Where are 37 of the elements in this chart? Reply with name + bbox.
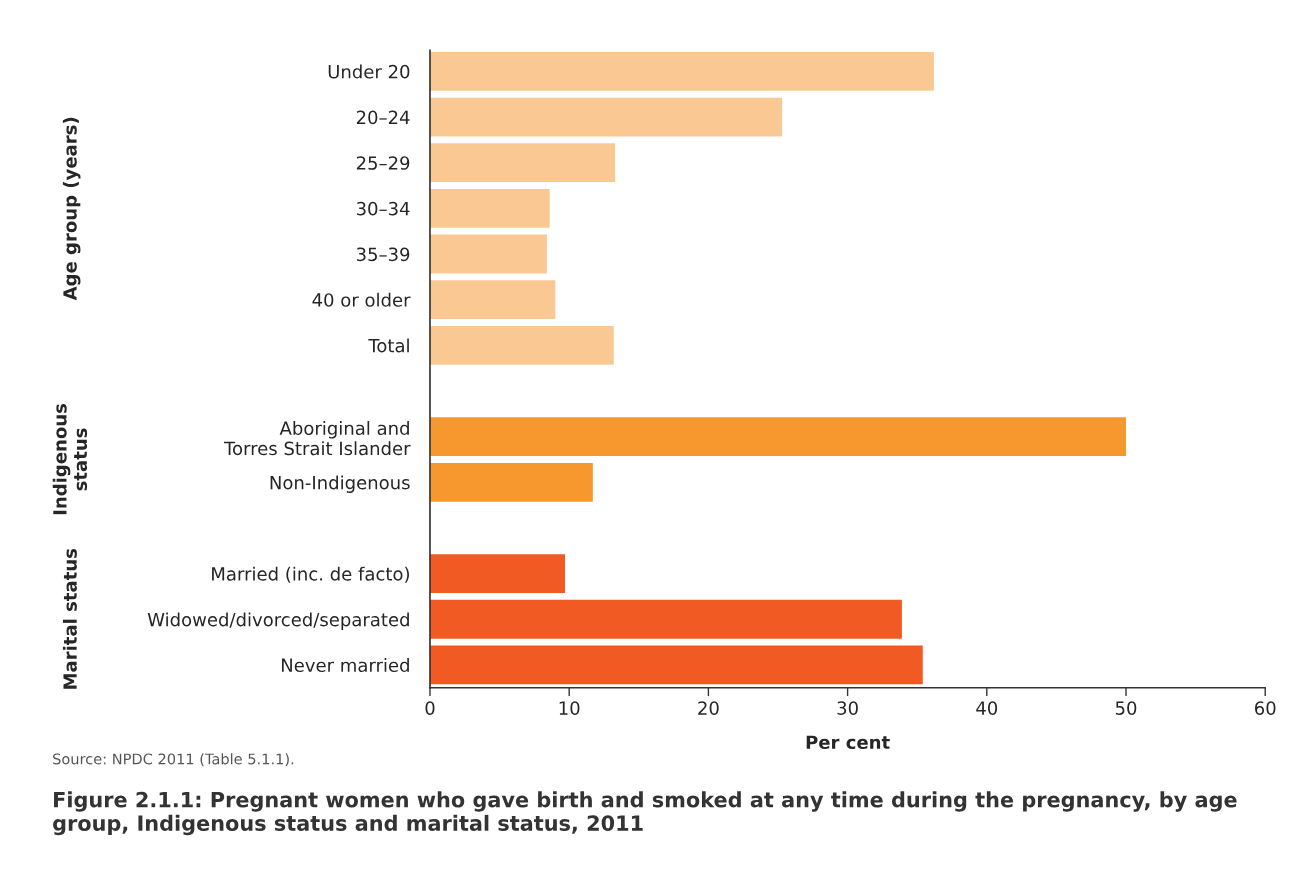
x-tick-label: 40 xyxy=(976,701,998,715)
x-tick-label: 60 xyxy=(1254,701,1276,715)
y-tick-label: Non-Indigenous xyxy=(270,475,410,493)
text: Indigenous status xyxy=(52,403,88,515)
y-tick-label: Married (inc. de facto) xyxy=(212,566,409,583)
text: Age group (years) xyxy=(62,117,81,301)
bar xyxy=(429,188,550,228)
bar xyxy=(429,143,616,183)
bar xyxy=(429,599,902,639)
bar xyxy=(429,645,923,685)
bar xyxy=(429,325,614,365)
y-tick-label: Aboriginal and Torres Strait Islander xyxy=(224,421,411,456)
y-tick-label: 40 or older xyxy=(312,292,411,307)
y-tick-label: 25–29 xyxy=(356,156,410,170)
bar xyxy=(429,417,1127,457)
x-tick-label: 10 xyxy=(559,701,580,715)
y-tick-label: Never married xyxy=(281,658,409,673)
source-note: Source: NPDC 2011 (Table 5.1.1). xyxy=(53,753,294,767)
text: Figure 2.1.1: Pregnant women who gave birth and smoked at any time during the pregnancy, by age group, Indigenous status and marital status, 2011 xyxy=(53,791,1237,836)
y-tick-label: 30–34 xyxy=(356,201,410,216)
y-tick-label: Under 20 xyxy=(328,64,410,79)
x-tick-label: 20 xyxy=(698,701,719,715)
y-tick-label: Total xyxy=(368,338,409,353)
x-tick-label: 50 xyxy=(1115,701,1137,715)
x-axis-title: Per cent xyxy=(806,735,890,750)
bar xyxy=(429,554,566,594)
bar xyxy=(429,280,556,320)
bar xyxy=(429,234,547,274)
y-tick-label: Widowed/divorced/separated xyxy=(147,612,409,630)
y-tick-label: 35–39 xyxy=(356,247,410,262)
y-tick-label: 20–24 xyxy=(356,110,410,125)
bar xyxy=(429,51,934,91)
bar xyxy=(429,97,783,137)
bar xyxy=(429,462,593,502)
x-tick-label: 30 xyxy=(837,701,858,715)
x-tick-label: 0 xyxy=(425,701,435,715)
text: Marital status xyxy=(62,548,77,689)
